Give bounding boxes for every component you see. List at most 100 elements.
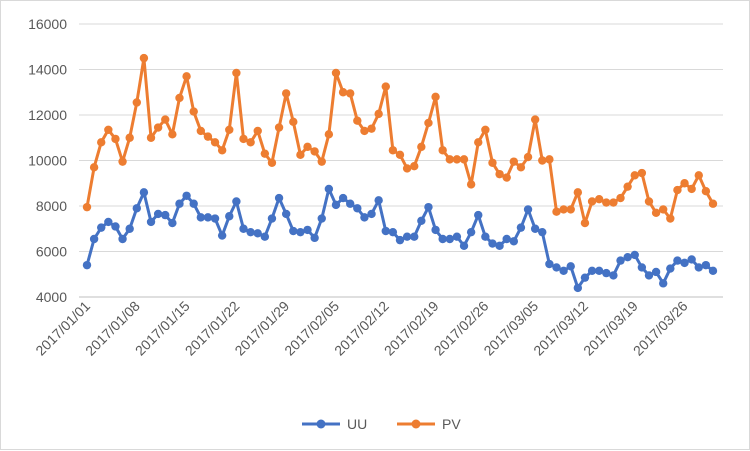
data-point (516, 223, 526, 232)
y-tick-label: 16000 (28, 16, 67, 32)
data-point (573, 283, 583, 293)
data-point (196, 213, 206, 222)
data-point (474, 210, 483, 220)
data-point (424, 202, 433, 212)
data-point (210, 138, 220, 147)
data-point (623, 252, 632, 262)
legend-item-uu: UU (302, 416, 367, 432)
data-point (210, 214, 220, 223)
data-point (580, 218, 590, 228)
data-point (509, 157, 519, 166)
data-point (402, 232, 412, 241)
data-point (708, 266, 718, 276)
data-point (310, 233, 319, 243)
data-point (587, 266, 597, 276)
data-point (132, 98, 141, 107)
data-point (666, 214, 675, 223)
data-point (452, 155, 462, 164)
data-point (168, 218, 177, 228)
data-point (559, 205, 568, 214)
data-point (651, 267, 661, 277)
data-point (139, 188, 149, 197)
data-point (573, 188, 583, 197)
data-point (317, 157, 326, 166)
data-point (530, 224, 540, 233)
data-point (666, 264, 675, 273)
data-point (602, 198, 611, 207)
legend-marker (316, 419, 326, 429)
data-point (708, 199, 718, 208)
data-point (410, 232, 419, 241)
data-point (417, 142, 426, 152)
data-point (232, 68, 241, 78)
data-point (509, 237, 519, 246)
data-point (253, 229, 262, 238)
data-point (530, 115, 540, 124)
data-point (637, 168, 647, 178)
data-point (538, 227, 547, 237)
data-point (523, 152, 533, 162)
data-point (452, 232, 462, 241)
data-point (118, 234, 127, 244)
data-point (417, 216, 426, 225)
data-point (111, 134, 120, 144)
y-tick-label: 14000 (28, 62, 67, 78)
data-point (552, 207, 561, 216)
data-point (481, 125, 490, 134)
data-point (260, 149, 270, 158)
data-point (346, 89, 355, 98)
data-point (338, 193, 348, 203)
data-point (616, 193, 625, 203)
data-point (303, 225, 312, 235)
data-point (630, 250, 639, 260)
data-point (516, 163, 526, 172)
data-point (466, 180, 476, 189)
data-point (637, 263, 647, 272)
data-point (673, 256, 682, 265)
data-point (545, 155, 554, 164)
data-point (402, 164, 412, 173)
data-point (225, 212, 234, 221)
data-point (324, 184, 334, 194)
data-point (580, 273, 590, 282)
data-point (324, 130, 334, 139)
data-point (424, 118, 433, 128)
data-point (488, 239, 497, 248)
legend-marker (411, 419, 421, 429)
data-point (168, 130, 177, 139)
x-tick-label: 2017/03/26 (630, 298, 691, 359)
data-point (431, 225, 440, 235)
data-point (296, 150, 305, 160)
y-tick-label: 4000 (36, 289, 67, 305)
data-point (217, 231, 227, 240)
data-point (701, 187, 711, 196)
data-point (296, 227, 305, 237)
data-point (182, 72, 191, 81)
series-pv (82, 53, 718, 228)
data-point (694, 171, 703, 180)
data-point (680, 179, 689, 188)
data-point (353, 204, 362, 213)
data-point (281, 209, 291, 219)
data-point (132, 204, 141, 213)
data-point (651, 208, 661, 218)
data-point (153, 209, 163, 219)
data-point (566, 262, 575, 271)
data-point (659, 279, 668, 288)
data-point (566, 205, 575, 214)
data-point (360, 126, 369, 136)
data-point (523, 205, 533, 214)
data-point (388, 146, 398, 155)
data-point (146, 217, 156, 227)
data-point (189, 199, 198, 208)
data-point (623, 182, 632, 191)
data-point (232, 197, 241, 206)
data-point (153, 123, 163, 132)
series-uu (82, 184, 718, 293)
data-point (495, 241, 504, 251)
data-point (687, 255, 696, 264)
data-point (438, 146, 447, 155)
data-point (609, 198, 618, 207)
